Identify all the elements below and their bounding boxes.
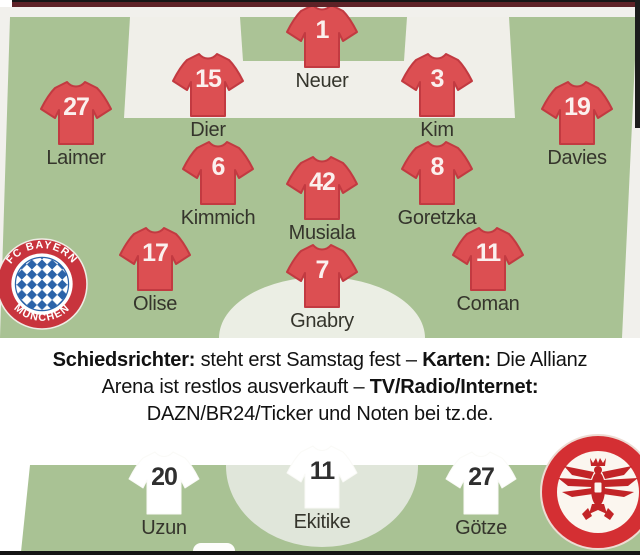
player-goetze: 27 Götze bbox=[436, 450, 526, 540]
cutoff-jersey bbox=[193, 543, 235, 552]
player-number: 27 bbox=[468, 463, 495, 491]
right-edge-strip bbox=[635, 0, 640, 128]
player-name: Dier bbox=[190, 119, 226, 141]
bottom-frame-bar bbox=[0, 551, 640, 555]
player-name: Coman bbox=[456, 293, 520, 315]
frankfurt-badge-icon bbox=[538, 432, 640, 552]
info-line-3: DAZN/BR24/Ticker und Noten bei tz.de. bbox=[0, 401, 640, 428]
player-laimer: 27 Laimer bbox=[31, 80, 121, 170]
player-davies: 19 Davies bbox=[532, 80, 622, 170]
player-coman: 11 Coman bbox=[443, 226, 533, 316]
player-name: Uzun bbox=[141, 517, 187, 539]
jersey-icon: 7 bbox=[284, 243, 360, 309]
top-frame-bar bbox=[12, 0, 640, 7]
player-number: 6 bbox=[211, 153, 226, 181]
jersey-icon: 17 bbox=[117, 226, 193, 292]
player-ekitike: 11 Ekitike bbox=[277, 444, 367, 534]
jersey-icon: 11 bbox=[450, 226, 526, 292]
jersey-icon: 3 bbox=[399, 52, 475, 118]
player-name: Laimer bbox=[46, 147, 106, 169]
player-name: Gnabry bbox=[290, 310, 354, 332]
player-number: 17 bbox=[142, 239, 169, 267]
jersey-icon: 27 bbox=[38, 80, 114, 146]
player-number: 1 bbox=[315, 16, 330, 44]
player-number: 11 bbox=[475, 239, 501, 267]
player-name: Ekitike bbox=[293, 511, 351, 533]
jersey-icon: 15 bbox=[170, 52, 246, 118]
jersey-icon: 27 bbox=[443, 450, 519, 516]
player-dier: 15 Dier bbox=[163, 52, 253, 142]
player-goretzka: 8 Goretzka bbox=[392, 140, 482, 230]
info-bold: Schiedsrichter: bbox=[52, 349, 196, 371]
info-line-2: Arena ist restlos ausverkauft – TV/Radio… bbox=[0, 374, 640, 401]
jersey-icon: 11 bbox=[284, 444, 360, 510]
player-name: Götze bbox=[455, 517, 507, 539]
player-kim: 3 Kim bbox=[392, 52, 482, 142]
info-text: Die Allianz bbox=[490, 349, 588, 371]
player-number: 20 bbox=[151, 463, 178, 491]
info-text: Arena ist restlos ausverkauft – bbox=[101, 376, 370, 398]
jersey-icon: 1 bbox=[284, 3, 360, 69]
player-name: Musiala bbox=[288, 222, 356, 244]
jersey-icon: 19 bbox=[539, 80, 615, 146]
player-number: 7 bbox=[315, 256, 330, 284]
player-number: 27 bbox=[63, 93, 90, 121]
jersey-icon: 20 bbox=[126, 450, 202, 516]
info-bold: TV/Radio/Internet: bbox=[369, 376, 539, 398]
player-name: Kim bbox=[420, 119, 454, 141]
player-kimmich: 6 Kimmich bbox=[173, 140, 263, 230]
player-uzun: 20 Uzun bbox=[119, 450, 209, 540]
match-info-text: Schiedsrichter: steht erst Samstag fest … bbox=[0, 347, 640, 428]
info-line-1: Schiedsrichter: steht erst Samstag fest … bbox=[0, 347, 640, 374]
player-number: 11 bbox=[309, 457, 335, 485]
eagle-glyph bbox=[558, 458, 638, 520]
bayern-badge-icon: FC BAYERN MÜNCHEN bbox=[0, 238, 88, 330]
info-bold: Karten: bbox=[422, 349, 491, 371]
player-number: 42 bbox=[309, 168, 336, 196]
jersey-icon: 6 bbox=[180, 140, 256, 206]
player-name: Neuer bbox=[295, 70, 349, 92]
player-name: Goretzka bbox=[397, 207, 477, 229]
player-number: 15 bbox=[195, 65, 222, 93]
player-olise: 17 Olise bbox=[110, 226, 200, 316]
player-number: 8 bbox=[430, 153, 445, 181]
jersey-icon: 42 bbox=[284, 155, 360, 221]
player-name: Olise bbox=[132, 293, 178, 315]
jersey-icon: 8 bbox=[399, 140, 475, 206]
player-musiala: 42 Musiala bbox=[277, 155, 367, 245]
player-number: 19 bbox=[564, 93, 591, 121]
info-text: steht erst Samstag fest – bbox=[195, 349, 423, 371]
player-gnabry: 7 Gnabry bbox=[277, 243, 367, 333]
player-neuer: 1 Neuer bbox=[277, 3, 367, 93]
player-name: Kimmich bbox=[180, 207, 256, 229]
player-name: Davies bbox=[547, 147, 607, 169]
player-number: 3 bbox=[430, 65, 445, 93]
info-text: DAZN/BR24/Ticker und Noten bei tz.de. bbox=[146, 403, 494, 425]
